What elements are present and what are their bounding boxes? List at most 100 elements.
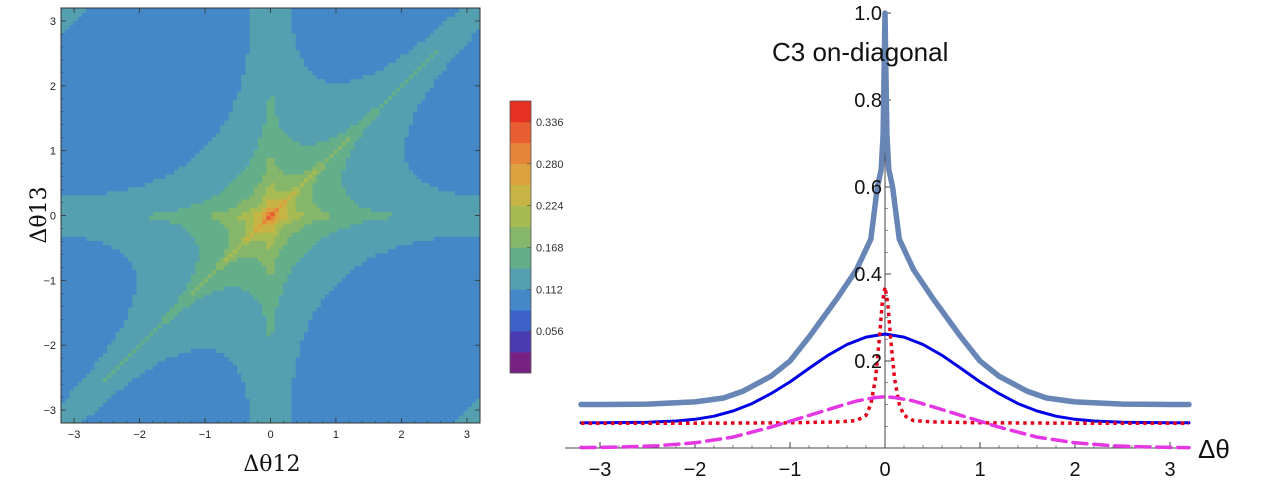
heat-cell bbox=[446, 356, 452, 362]
heat-cell bbox=[161, 273, 167, 279]
heat-cell bbox=[241, 340, 246, 345]
heat-cell bbox=[375, 369, 381, 374]
heat-cell bbox=[140, 232, 146, 237]
heat-cell bbox=[379, 356, 385, 362]
heat-cell bbox=[442, 240, 448, 246]
heat-cell bbox=[392, 410, 397, 416]
heat-cell bbox=[463, 398, 469, 403]
heat-cell bbox=[442, 248, 448, 254]
heat-cell bbox=[404, 298, 410, 304]
heat-cell bbox=[241, 244, 246, 250]
heat-cell bbox=[119, 373, 125, 378]
heat-cell bbox=[270, 310, 276, 316]
heat-cell bbox=[140, 398, 146, 403]
heat-cell bbox=[107, 315, 112, 320]
heat-cell bbox=[245, 418, 251, 423]
heat-cell bbox=[182, 352, 188, 358]
heat-cell bbox=[174, 385, 179, 391]
heat-cell bbox=[98, 360, 104, 366]
heat-cell bbox=[165, 360, 171, 366]
heat-cell bbox=[224, 348, 230, 354]
heat-cell bbox=[341, 294, 347, 300]
heat-cell bbox=[169, 310, 175, 316]
heat-cell bbox=[442, 227, 448, 233]
heat-cell bbox=[77, 381, 83, 387]
heat-cell bbox=[161, 414, 167, 420]
heat-cell bbox=[350, 381, 355, 387]
heat-cell bbox=[400, 290, 406, 295]
heat-cell bbox=[65, 393, 70, 399]
heat-cell bbox=[383, 261, 389, 266]
heat-cell bbox=[94, 331, 100, 337]
heat-cell bbox=[216, 406, 221, 412]
heat-cell bbox=[161, 360, 167, 366]
heat-cell bbox=[471, 406, 477, 412]
heat-cell bbox=[211, 236, 217, 241]
heat-cell bbox=[345, 236, 351, 241]
heat-cell bbox=[157, 352, 163, 358]
heat-cell bbox=[400, 277, 406, 283]
heat-cell bbox=[253, 310, 259, 316]
heat-cell bbox=[463, 244, 469, 250]
heat-cell bbox=[316, 402, 322, 407]
heat-cell bbox=[128, 381, 133, 387]
heat-cell bbox=[148, 315, 154, 320]
heat-cell bbox=[81, 406, 87, 412]
heat-cell bbox=[475, 232, 480, 237]
heat-cell bbox=[392, 398, 397, 403]
heat-cell bbox=[136, 219, 142, 225]
heat-cell bbox=[161, 281, 167, 287]
heat-cell bbox=[350, 286, 355, 291]
heat-cell bbox=[459, 244, 464, 250]
heat-cell bbox=[475, 310, 480, 316]
heat-cell bbox=[153, 269, 158, 275]
heat-cell bbox=[417, 248, 422, 254]
heat-cell bbox=[329, 294, 334, 300]
heat-cell bbox=[266, 294, 272, 300]
heat-cell bbox=[274, 373, 280, 378]
heat-cell bbox=[216, 373, 221, 378]
heat-cell bbox=[253, 410, 259, 416]
heat-cell bbox=[475, 352, 480, 358]
heat-cell bbox=[153, 248, 158, 254]
heat-cell bbox=[270, 381, 276, 387]
heat-cell bbox=[107, 352, 112, 358]
heat-cell bbox=[115, 215, 121, 221]
heat-cell bbox=[128, 377, 133, 383]
heat-cell bbox=[236, 261, 242, 266]
heat-cell bbox=[136, 385, 142, 391]
heat-cell bbox=[459, 331, 464, 337]
heat-cell bbox=[266, 402, 272, 407]
heat-cell bbox=[412, 393, 418, 399]
heat-cell bbox=[467, 310, 473, 316]
heat-cell bbox=[308, 319, 313, 324]
heat-cell bbox=[207, 294, 213, 300]
heat-cell bbox=[73, 306, 79, 312]
heat-cell bbox=[73, 290, 79, 295]
heat-cell bbox=[312, 335, 318, 341]
heat-cell bbox=[383, 418, 389, 423]
heat-cell bbox=[211, 373, 217, 378]
heat-cell bbox=[425, 369, 431, 374]
heat-cell bbox=[454, 252, 460, 258]
heat-cell bbox=[421, 323, 427, 329]
heat-cell bbox=[111, 298, 117, 304]
heat-cell bbox=[350, 360, 355, 366]
heat-cell bbox=[396, 389, 401, 395]
heat-cell bbox=[396, 257, 401, 262]
heat-cell bbox=[157, 290, 163, 295]
heat-cell bbox=[433, 319, 439, 324]
heat-cell bbox=[341, 273, 347, 279]
heat-cell bbox=[257, 277, 263, 283]
heat-cell bbox=[333, 385, 339, 391]
heat-cell bbox=[69, 257, 75, 262]
heat-cell bbox=[182, 402, 188, 407]
heat-cell bbox=[337, 240, 343, 246]
heat-cell bbox=[278, 286, 284, 291]
heat-cell bbox=[463, 331, 469, 337]
heat-cell bbox=[379, 302, 385, 308]
heat-cell bbox=[442, 364, 448, 370]
heat-cell bbox=[459, 294, 464, 300]
heat-cell bbox=[396, 319, 401, 324]
heat-cell bbox=[207, 236, 213, 241]
